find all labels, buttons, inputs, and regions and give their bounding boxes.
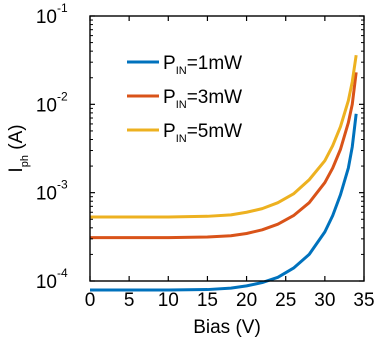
plot-curves (90, 54, 358, 292)
series-line-2 (90, 72, 358, 240)
legend-label-2: PIN=3mW (163, 87, 242, 111)
x-tick-label: 0 (85, 290, 96, 311)
x-tick-label: 35 (353, 290, 374, 311)
legend-label-3: PIN=5mW (163, 121, 242, 145)
y-axis-label-sub: ph (19, 155, 31, 167)
x-tick-label: 30 (314, 290, 335, 311)
legend: PIN=1mW PIN=3mW PIN=5mW (127, 53, 242, 145)
series-line-1 (90, 113, 358, 292)
y-tick-label: 10 (36, 272, 57, 293)
y-tick-exponent: -1 (57, 1, 68, 15)
y-tick-exponent: -2 (57, 89, 68, 103)
series-line-3 (90, 54, 358, 219)
y-tick-label: 10 (36, 95, 57, 116)
x-tick-label: 15 (197, 290, 218, 311)
axes-box (89, 15, 365, 282)
y-axis-label-unit: (A) (6, 124, 27, 155)
legend-label-1: PIN=1mW (163, 53, 242, 77)
x-tick-label: 10 (158, 290, 179, 311)
y-tick-label: 10 (36, 7, 57, 28)
y-tick-exponent: -4 (57, 266, 68, 280)
x-tick-label: 5 (124, 290, 135, 311)
x-tick-label: 20 (236, 290, 257, 311)
x-tick-label: 25 (275, 290, 296, 311)
y-axis-label: Iph (A) (6, 124, 31, 172)
y-tick-label: 10 (36, 184, 57, 205)
y-tick-exponent: -3 (57, 178, 68, 192)
y-axis-label-main: I (6, 167, 27, 172)
x-axis-label: Bias (V) (193, 317, 261, 338)
